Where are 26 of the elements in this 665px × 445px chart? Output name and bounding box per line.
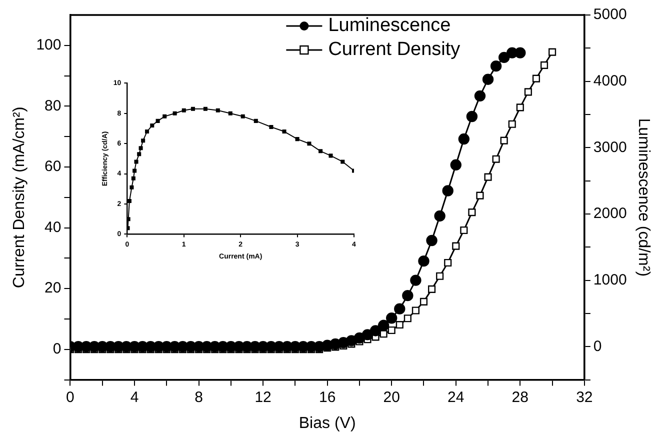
y-tick-label: 100: [36, 36, 62, 54]
y2-axis-title: Luminescence (cd/m²): [634, 118, 652, 277]
y2-tick-label: 3000: [593, 138, 627, 156]
legend-label: Current Density: [328, 39, 461, 60]
x-tick-label: 28: [512, 388, 528, 406]
y2-tick-label: 5000: [593, 6, 627, 24]
y2-tick-label: 0: [593, 338, 602, 355]
legend-label: Luminescence: [328, 15, 451, 36]
x-tick-label: 20: [383, 388, 400, 406]
y-tick-label: 20: [44, 280, 62, 297]
x-tick-label: 12: [254, 388, 272, 406]
x-tick-label: 32: [576, 388, 593, 406]
y2-tick-label: 2000: [593, 205, 627, 222]
x-tick-label: 4: [130, 388, 139, 406]
y-tick-label: 40: [44, 218, 62, 236]
y-axis-title: Current Density (mA/cm²): [11, 106, 28, 288]
y-tick-label: 0: [52, 340, 62, 358]
x-axis-title: Bias (V): [298, 414, 356, 432]
x-tick-label: 24: [448, 388, 464, 406]
y2-tick-label: 4000: [593, 72, 627, 90]
x-tick-label: 8: [194, 388, 203, 406]
x-tick-label: 16: [318, 388, 336, 406]
x-tick-label: 0: [66, 388, 74, 406]
y-tick-label: 60: [44, 158, 62, 176]
y2-tick-label: 1000: [593, 271, 627, 288]
y-tick-label: 80: [44, 97, 62, 114]
